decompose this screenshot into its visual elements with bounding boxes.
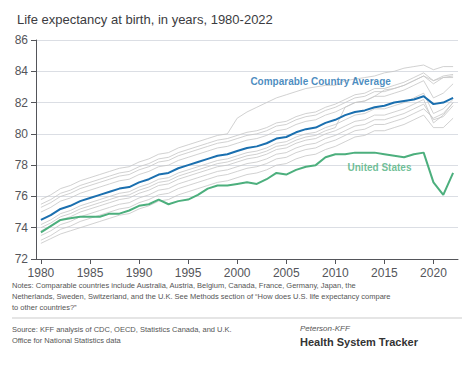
svg-text:2000: 2000	[224, 266, 251, 280]
svg-text:Office for National Statistics: Office for National Statistics data	[12, 336, 121, 345]
svg-text:2005: 2005	[273, 266, 300, 280]
svg-text:Comparable Country Average: Comparable Country Average	[250, 76, 391, 87]
svg-text:78: 78	[15, 158, 29, 172]
svg-text:Source: KFF analysis of CDC, O: Source: KFF analysis of CDC, OECD, Stati…	[12, 325, 232, 334]
svg-text:1990: 1990	[126, 266, 153, 280]
svg-text:United States: United States	[348, 162, 412, 173]
svg-text:Peterson-KFF: Peterson-KFF	[300, 324, 351, 333]
svg-text:86: 86	[15, 33, 29, 47]
svg-text:Netherlands, Sweden, Switzerla: Netherlands, Sweden, Switzerland, and th…	[12, 292, 391, 301]
svg-text:Notes: Comparable countries in: Notes: Comparable countries include Aust…	[12, 281, 356, 290]
svg-text:Health System Tracker: Health System Tracker	[300, 336, 419, 348]
svg-text:84: 84	[15, 64, 29, 78]
svg-text:1995: 1995	[175, 266, 202, 280]
svg-text:74: 74	[15, 221, 29, 235]
svg-text:2010: 2010	[322, 266, 349, 280]
svg-text:2015: 2015	[371, 266, 398, 280]
svg-text:76: 76	[15, 189, 29, 203]
svg-text:to other countries?”: to other countries?”	[12, 303, 77, 312]
svg-text:1985: 1985	[77, 266, 104, 280]
svg-text:82: 82	[15, 96, 29, 110]
svg-text:2020: 2020	[420, 266, 447, 280]
svg-text:72: 72	[15, 252, 29, 266]
svg-text:Life expectancy at birth, in y: Life expectancy at birth, in years, 1980…	[17, 12, 273, 27]
svg-text:1980: 1980	[28, 266, 55, 280]
svg-text:80: 80	[15, 127, 29, 141]
